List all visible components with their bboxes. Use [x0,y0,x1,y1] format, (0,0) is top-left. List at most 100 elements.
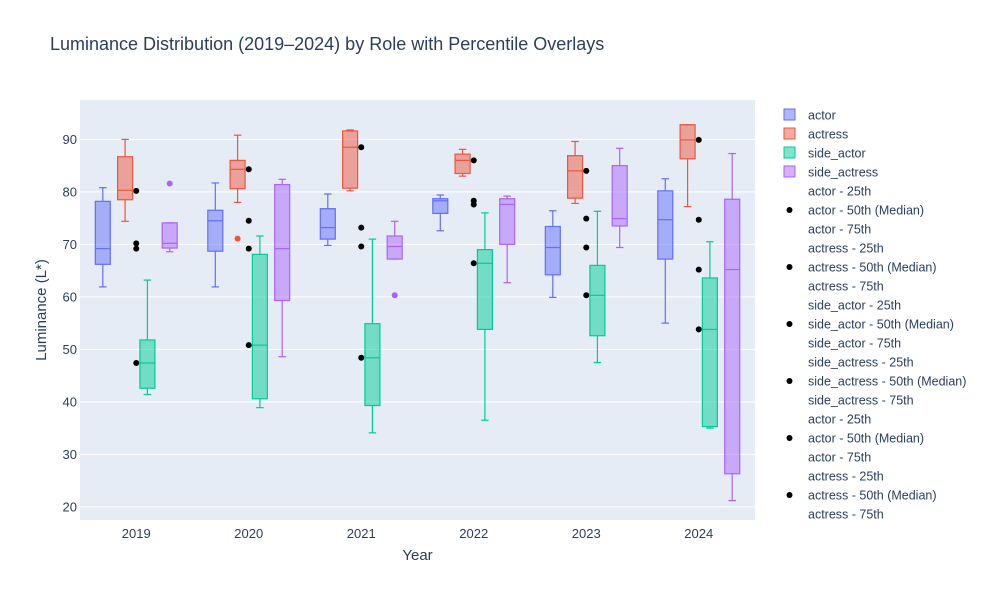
legend-swatch [783,165,796,178]
boxes-layer [94,124,741,502]
iqr-box [251,253,268,400]
legend-item[interactable]: side_actor - 25th [808,299,901,313]
median-marker[interactable] [245,342,252,349]
box-side_actor-2020[interactable] [251,235,268,409]
legend-item[interactable]: actress - 75th [808,280,884,294]
legend-item[interactable]: actress - 50th (Median) [786,261,937,275]
median-marker[interactable] [695,136,702,143]
legend-item[interactable]: side_actress - 75th [808,394,914,408]
legend-item[interactable]: actress - 50th (Median) [786,489,937,503]
legend-item[interactable]: actor - 50th (Median) [786,432,925,446]
outlier-point[interactable] [166,180,173,187]
box-actress-2022[interactable] [454,148,471,177]
legend-label: actor - 50th (Median) [808,432,924,446]
legend-item[interactable]: actor - 50th (Median) [786,204,925,218]
median-marker[interactable] [358,224,365,231]
median-marker[interactable] [358,243,365,250]
legend-item[interactable]: actress - 25th [808,242,884,256]
legend-item[interactable]: actress - 25th [808,470,884,484]
median-marker[interactable] [695,216,702,223]
box-actress-2020[interactable] [229,134,246,242]
legend-label: side_actress - 75th [808,394,914,408]
median-marker[interactable] [245,245,252,252]
box-actor-2024[interactable] [657,178,674,324]
median-marker[interactable] [583,215,590,222]
box-side_actress-2022[interactable] [499,195,516,284]
legend-label: actor - 25th [808,185,871,199]
box-side_actor-2019[interactable] [139,279,156,396]
median-marker[interactable] [695,326,702,333]
legend-item[interactable]: actor - 25th [808,413,871,427]
legend-label: actor - 75th [808,451,871,465]
median-marker[interactable] [470,157,477,164]
iqr-box [94,200,111,265]
median-marker[interactable] [583,244,590,251]
legend-item[interactable]: actress [783,127,848,142]
iqr-box [229,159,246,190]
legend-label: actress [808,128,848,142]
box-actor-2021[interactable] [319,193,336,247]
box-actor-2019[interactable] [94,187,111,288]
median-marker[interactable] [358,144,365,151]
iqr-box [274,183,291,302]
median-marker[interactable] [245,166,252,173]
outlier-point[interactable] [234,235,241,242]
y-tick-label: 70 [63,237,77,252]
box-side_actor-2021[interactable] [364,238,381,434]
median-marker[interactable] [133,245,140,252]
box-side_actress-2024[interactable] [724,152,741,502]
legend-label: actress - 25th [808,242,884,256]
legend-label: actress - 75th [808,508,884,522]
box-side_actor-2024[interactable] [701,241,719,429]
legend-item[interactable]: actor - 25th [808,185,871,199]
median-marker[interactable] [470,201,477,208]
box-actress-2023[interactable] [566,140,584,205]
box-actress-2019[interactable] [116,138,134,222]
iqr-box [207,209,224,252]
legend-item[interactable]: side_actress - 50th (Median) [786,375,967,389]
legend-item[interactable]: side_actor - 75th [808,337,901,351]
box-actor-2023[interactable] [544,210,561,298]
box-side_actress-2019[interactable] [161,180,178,253]
outlier-point[interactable] [391,292,398,299]
legend-item[interactable]: side_actress - 25th [808,356,914,370]
legend-item[interactable]: side_actor [783,146,866,161]
legend-item[interactable]: actor - 75th [808,451,871,465]
y-tick-label: 60 [63,289,77,304]
median-marker[interactable] [695,266,702,273]
median-marker[interactable] [470,260,477,267]
legend-label: side_actress - 25th [808,356,914,370]
legend-label: actress - 25th [808,470,884,484]
median-marker[interactable] [133,187,140,194]
x-tick-labels: 2019 2020 2021 2022 2023 2024 [122,526,713,541]
median-marker[interactable] [245,217,252,224]
iqr-box [724,198,741,475]
median-marker[interactable] [358,354,365,361]
median-marker[interactable] [133,240,140,247]
median-marker[interactable] [583,292,590,299]
box-side_actress-2020[interactable] [274,178,291,358]
legend-item[interactable]: actor [783,108,836,123]
iqr-box [701,277,719,428]
box-actor-2022[interactable] [432,194,449,232]
box-actor-2020[interactable] [207,182,224,288]
legend-item[interactable]: actor - 75th [808,223,871,237]
box-actress-2021[interactable] [342,129,359,192]
legend-item[interactable]: side_actor - 50th (Median) [786,318,954,332]
y-tick-label: 20 [63,499,77,514]
legend-item[interactable]: side_actress [783,165,878,180]
median-marker[interactable] [583,167,590,174]
iqr-box [679,124,696,160]
chart-title: Luminance Distribution (2019–2024) by Ro… [50,34,604,54]
y-tick-label: 40 [63,394,77,409]
legend-item[interactable]: actress - 75th [808,508,884,522]
box-side_actress-2023[interactable] [611,147,628,249]
box-actress-2024[interactable] [679,124,696,208]
y-tick-label: 90 [63,132,77,147]
box-side_actor-2023[interactable] [589,210,606,364]
iqr-box [476,249,493,331]
median-marker[interactable] [133,360,140,367]
box-side_actor-2022[interactable] [476,212,493,421]
box-side_actress-2021[interactable] [386,220,403,299]
